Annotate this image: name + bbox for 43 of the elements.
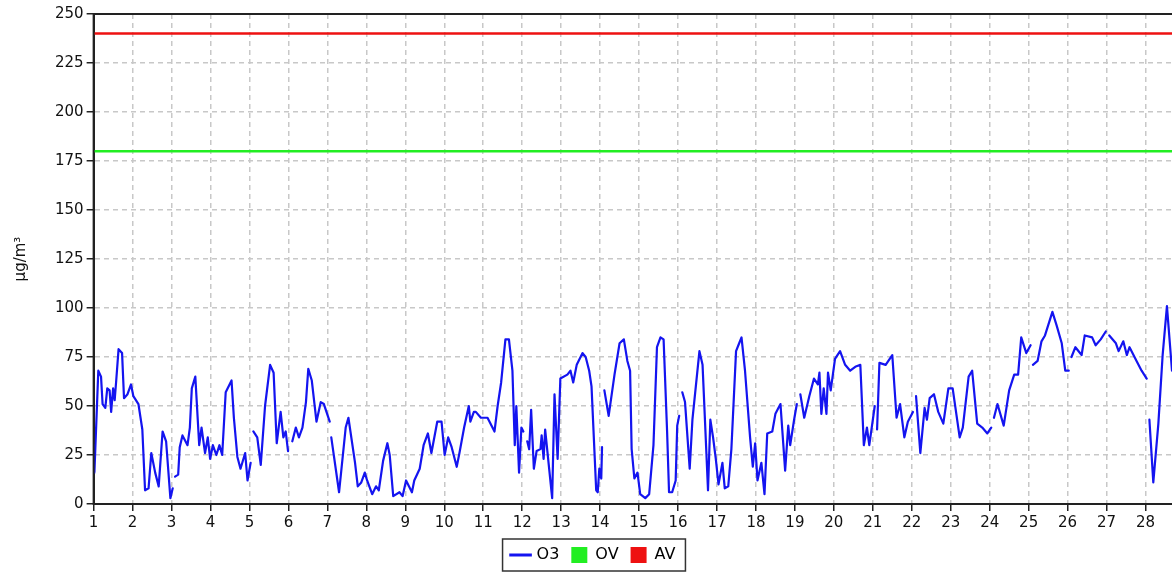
x-tick-label: 5 [244,512,255,531]
x-tick-label: 16 [668,512,688,531]
x-tick-label: 22 [902,512,922,531]
legend-label: OV [595,544,619,564]
x-tick-label: 18 [746,512,766,531]
x-tick-label: 6 [283,512,294,531]
x-tick-label: 4 [205,512,216,531]
x-tick-label: 10 [434,512,454,531]
x-tick-label: 17 [707,512,727,531]
y-tick-label: 225 [54,52,84,71]
legend-label: O3 [536,544,560,564]
x-tick-label: 23 [941,512,961,531]
x-tick-label: 21 [863,512,883,531]
y-tick-label: 150 [54,199,84,218]
x-tick-label: 24 [980,512,1000,531]
y-axis-title: μg/m³ [10,236,29,282]
y-tick-label: 100 [54,297,84,316]
y-tick-label: 175 [54,150,84,169]
x-tick-label: 14 [590,512,610,531]
x-tick-label: 2 [127,512,138,531]
x-tick-label: 15 [629,512,649,531]
x-tick-label: 19 [785,512,805,531]
x-tick-label: 8 [361,512,372,531]
x-tick-label: 13 [551,512,571,531]
x-tick-label: 12 [512,512,532,531]
legend-label: AV [654,544,676,564]
y-tick-label: 0 [74,493,84,512]
y-tick-label: 75 [64,346,84,365]
y-tick-label: 50 [64,395,84,414]
y-tick-label: 250 [54,3,84,22]
x-tick-label: 25 [1019,512,1039,531]
x-tick-label: 20 [824,512,844,531]
x-tick-label: 28 [1135,512,1156,531]
x-tick-label: 27 [1097,512,1117,531]
y-tick-label: 125 [54,248,84,267]
y-tick-label: 200 [54,101,84,120]
x-tick-label: 9 [400,512,411,531]
x-tick-label: 7 [322,512,333,531]
x-tick-label: 11 [473,512,493,531]
x-tick-label: 26 [1058,512,1078,531]
x-tick-label: 3 [166,512,177,531]
y-tick-label: 25 [64,444,84,463]
x-tick-label: 1 [88,512,99,531]
